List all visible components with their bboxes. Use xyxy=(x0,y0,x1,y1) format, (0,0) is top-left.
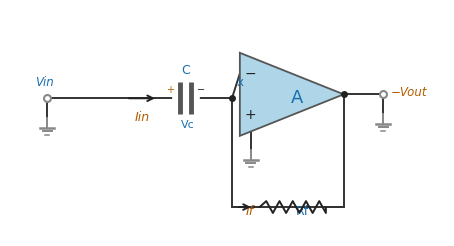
Text: −Vout: −Vout xyxy=(391,86,428,99)
Text: x: x xyxy=(237,77,243,89)
Polygon shape xyxy=(240,53,344,136)
Text: −: − xyxy=(245,67,257,80)
Text: −: − xyxy=(197,85,205,95)
Text: C: C xyxy=(181,63,190,77)
Text: Vc: Vc xyxy=(181,120,194,130)
Text: A: A xyxy=(291,89,303,107)
Text: Iin: Iin xyxy=(134,111,149,124)
Text: +: + xyxy=(166,85,173,95)
Text: Vin: Vin xyxy=(35,77,54,89)
Text: +: + xyxy=(245,108,257,122)
Text: Rf: Rf xyxy=(296,205,309,218)
Text: If: If xyxy=(246,205,254,218)
